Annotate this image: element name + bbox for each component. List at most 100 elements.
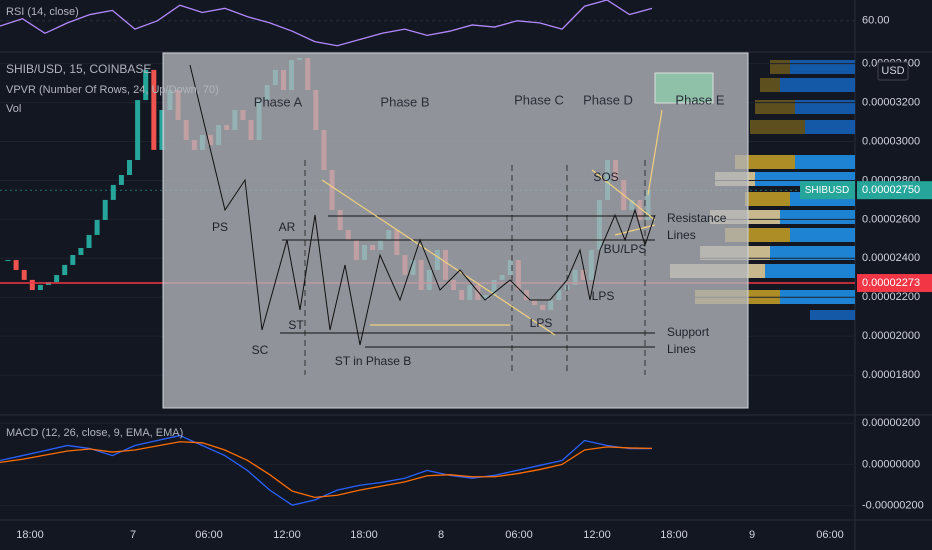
time-label: 8: [438, 529, 444, 541]
price-badge: [857, 274, 932, 293]
candle: [62, 264, 68, 276]
macd-pane: [0, 422, 855, 507]
symbol-badge-label: SHIBUSD: [805, 185, 849, 196]
price-badge: [857, 181, 932, 200]
vp-bar: [735, 155, 795, 169]
candle: [135, 100, 141, 161]
annotation: LPS: [592, 289, 615, 303]
y-tick-label: 0.00000200: [862, 417, 920, 429]
trend-lines: [321, 109, 663, 336]
annotation: SC: [252, 343, 269, 357]
y-tick-label: 0.00002200: [862, 291, 920, 303]
candle: [86, 234, 92, 248]
annotation: Phase D: [583, 92, 633, 107]
indicator-label: RSI (14, close): [6, 6, 79, 18]
annotation: Support: [667, 325, 710, 339]
time-label: 9: [749, 529, 755, 541]
annotation: Phase B: [380, 94, 429, 109]
indicator-label: Vol: [6, 103, 21, 115]
candle: [21, 269, 27, 280]
y-tick-label: 0.00002600: [862, 213, 920, 225]
vp-bar: [770, 246, 855, 260]
annotation: AR: [279, 220, 296, 234]
time-label: 12:00: [273, 529, 301, 541]
time-label: 7: [130, 529, 136, 541]
time-label: 06:00: [195, 529, 223, 541]
wyckoff-overlay: Phase A Phase B Phase C Phase D Phase E …: [162, 52, 749, 409]
candle: [5, 260, 11, 262]
vp-bar: [755, 100, 795, 114]
annotation: Phase C: [514, 92, 564, 107]
vp-bar: [745, 192, 790, 206]
candle: [118, 175, 124, 185]
candle: [151, 69, 157, 150]
annotation: Phase E: [675, 92, 724, 107]
candle: [29, 279, 35, 291]
y-tick-label: 0.00002000: [862, 330, 920, 342]
annotation: BU/LPS: [604, 242, 647, 256]
candle: [110, 184, 116, 200]
vp-bar: [770, 60, 790, 74]
candle: [127, 160, 133, 176]
annotation: Resistance: [667, 211, 727, 225]
rsi-line: [0, 0, 653, 47]
y-tick-label: 0.00003200: [862, 97, 920, 109]
currency-badge: [877, 61, 909, 81]
annotation: SOS: [593, 170, 618, 184]
vp-bar: [795, 155, 855, 169]
y-tick-label: 0.00003000: [862, 135, 920, 147]
vp-bar: [760, 78, 780, 92]
y-tick-label: 60.00: [862, 15, 890, 27]
time-label: 06:00: [816, 529, 844, 541]
phase-e-box: [654, 72, 714, 104]
annotation: ST in Phase B: [335, 354, 412, 368]
schematic-path: [189, 64, 656, 346]
annotation: Lines: [667, 228, 696, 242]
range-lines: [280, 215, 655, 348]
time-label: 18:00: [16, 529, 44, 541]
annotation: LPS: [530, 316, 553, 330]
vp-bar: [780, 210, 855, 224]
symbol-label: SHIB/USD, 15, COINBASE: [6, 62, 151, 76]
time-label: 18:00: [350, 529, 378, 541]
overlay-panel: [162, 52, 749, 409]
candle: [102, 199, 108, 220]
candle: [159, 109, 165, 150]
price-badge-label: 0.00002750: [862, 184, 920, 196]
macd-line: [0, 434, 652, 506]
time-label: 18:00: [660, 529, 688, 541]
phase-dividers: [304, 160, 646, 375]
vp-bar: [810, 310, 855, 320]
vp-bar: [790, 228, 855, 242]
candle: [70, 254, 76, 265]
rsi-pane: [0, 0, 855, 47]
vp-bar: [765, 264, 855, 278]
signal-line: [0, 441, 653, 499]
vp-bar: [780, 78, 855, 92]
indicator-label: MACD (12, 26, close, 9, EMA, EMA): [6, 427, 183, 439]
candle: [54, 275, 60, 283]
price-badge-label: 0.00002273: [862, 277, 920, 289]
candle: [94, 219, 100, 235]
annotation: Phase A: [254, 94, 303, 109]
indicator-label: VPVR (Number Of Rows, 24, Up/Down, 70): [6, 84, 219, 96]
time-label: 12:00: [583, 529, 611, 541]
vp-bar: [795, 100, 855, 114]
candle: [78, 247, 84, 255]
time-label: 06:00: [505, 529, 533, 541]
vp-bar: [805, 120, 855, 134]
y-tick-label: 0.00001800: [862, 369, 920, 381]
candle: [13, 260, 19, 270]
y-tick-label: 0.00000000: [862, 458, 920, 470]
time-axis: 18:00 7 06:00 12:00 18:00 8 06:00 12:00 …: [16, 529, 844, 541]
annotation: PS: [212, 220, 228, 234]
annotation: ST: [288, 318, 304, 332]
vp-bar: [790, 60, 855, 74]
vp-bar: [750, 120, 805, 134]
candle: [37, 284, 43, 291]
symbol-badge: [800, 181, 855, 200]
y-tick-label: 0.00002400: [862, 252, 920, 264]
y-tick-label: -0.00000200: [862, 499, 924, 511]
annotation: Lines: [667, 342, 696, 356]
